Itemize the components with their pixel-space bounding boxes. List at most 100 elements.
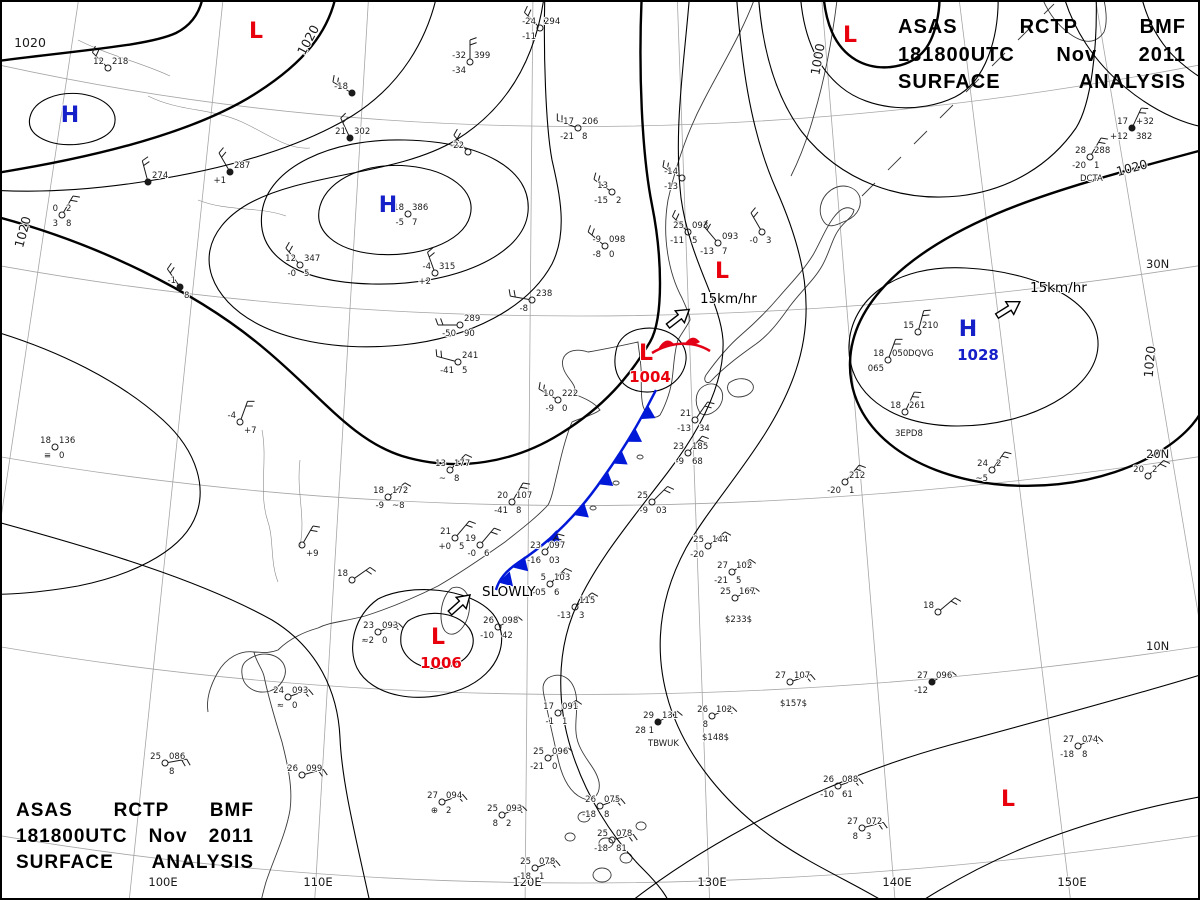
map-text: 5 bbox=[304, 269, 309, 279]
station-plot: 24 2 ~5 bbox=[974, 451, 1012, 485]
wind-barb bbox=[285, 247, 299, 264]
wind-barb bbox=[587, 231, 604, 245]
longitude-line bbox=[314, 0, 369, 900]
wind-barb bbox=[689, 435, 703, 452]
station-plot: 25 093 8 2 bbox=[486, 803, 528, 830]
station-plot: 12 347 -0 5 bbox=[284, 241, 321, 280]
ship-callsign: DQVG bbox=[908, 349, 934, 359]
map-text: -10 bbox=[820, 790, 834, 800]
map-text: 18 bbox=[923, 601, 934, 611]
map-text: 8 bbox=[604, 810, 609, 820]
map-text: 099 bbox=[306, 764, 322, 774]
wind-barb bbox=[560, 699, 577, 712]
station-plot: 274 bbox=[141, 156, 169, 186]
map-text: 23 bbox=[530, 541, 541, 551]
map-text: -21 bbox=[530, 762, 544, 772]
longitude-label: 140E bbox=[882, 875, 911, 889]
latitude-label: 10N bbox=[1146, 639, 1169, 653]
map-text: 8 bbox=[169, 767, 174, 777]
wind-barb bbox=[1080, 736, 1099, 746]
map-text: 102 bbox=[736, 561, 752, 571]
map-text: -4 bbox=[423, 262, 431, 272]
map-text: 072 bbox=[866, 817, 882, 827]
map-text: -41 bbox=[440, 366, 454, 376]
chart-header-top-right: ASAS RCTP BMF 181800UTC Nov 2011 SURFACE… bbox=[898, 14, 1186, 97]
station-plot: -24 294 -11 bbox=[521, 5, 561, 43]
map-text: -9 bbox=[676, 457, 684, 467]
high-center-symbol: H bbox=[959, 317, 977, 342]
map-text: -20 bbox=[690, 550, 704, 560]
map-text: 274 bbox=[152, 171, 168, 181]
wind-barb bbox=[510, 295, 530, 300]
map-text: -05 bbox=[532, 588, 546, 598]
map-text: 096 bbox=[936, 671, 952, 681]
map-text: 210 bbox=[922, 321, 938, 331]
map-text: 212 bbox=[849, 471, 865, 481]
map-text: ≈ bbox=[277, 701, 284, 711]
coastline-shikoku bbox=[727, 378, 754, 398]
wind-barb bbox=[840, 778, 859, 786]
coastline-honshu bbox=[704, 207, 855, 383]
movement-arrow-icon bbox=[447, 594, 472, 616]
map-text: 382 bbox=[1136, 132, 1152, 142]
ship-callsign: DCTA bbox=[1080, 174, 1103, 184]
map-text: 03 bbox=[549, 556, 560, 566]
coastline-hainan bbox=[241, 653, 286, 693]
inland-rivers bbox=[77, 39, 311, 583]
map-text: 086 bbox=[169, 752, 185, 762]
wind-barb bbox=[354, 566, 371, 579]
wind-barb bbox=[453, 134, 467, 151]
low-center-symbol: L bbox=[843, 23, 857, 48]
chart-title-type: SURFACE ANALYSIS bbox=[16, 852, 254, 874]
high-center-symbol: H bbox=[61, 103, 79, 128]
map-text: 26 bbox=[483, 616, 494, 626]
isobar bbox=[800, 0, 999, 109]
isobar bbox=[28, 92, 116, 146]
wind-barb bbox=[167, 758, 187, 763]
map-text: 90 bbox=[464, 329, 475, 339]
map-text: 25 bbox=[533, 747, 544, 757]
map-text: 23 bbox=[673, 442, 684, 452]
map-text: 27 bbox=[1063, 735, 1074, 745]
map-text: -20 bbox=[1072, 161, 1086, 171]
map-text: 8 bbox=[703, 720, 708, 730]
map-text: -8 bbox=[593, 250, 601, 260]
isobar bbox=[1141, 0, 1200, 78]
map-text: 103 bbox=[554, 573, 570, 583]
station-plot: -18 bbox=[332, 75, 356, 97]
station-plot: 23 093 ≈2 0 bbox=[360, 620, 404, 647]
latitude-line bbox=[0, 64, 1200, 127]
latitude-line bbox=[0, 456, 1200, 506]
map-text: 241 bbox=[462, 351, 478, 361]
map-text: 2 bbox=[446, 806, 451, 816]
map-text: 12 bbox=[285, 254, 296, 264]
coastline-kamchatka bbox=[1042, 0, 1107, 42]
wind-barb bbox=[389, 482, 406, 496]
map-text: 093 bbox=[692, 221, 708, 231]
wind-barb bbox=[939, 597, 956, 611]
map-text: 18 bbox=[890, 401, 901, 411]
longitude-label: 100E bbox=[148, 875, 177, 889]
map-text: 131 bbox=[662, 711, 678, 721]
station-plot: 26 075 -18 8 bbox=[581, 794, 626, 821]
station-plot: -32 399 -34 bbox=[451, 37, 491, 77]
isobar bbox=[352, 589, 503, 698]
wind-barb bbox=[993, 451, 1006, 468]
wind-barb bbox=[662, 166, 680, 177]
longitude-label: 120E bbox=[512, 875, 541, 889]
station-plot: 27 072 8 3 bbox=[846, 816, 888, 843]
map-text: 12 bbox=[93, 57, 104, 67]
station-plot: 25 078 -18 81 bbox=[593, 828, 638, 855]
map-text: 3 bbox=[579, 611, 584, 621]
map-text: +12 bbox=[1110, 132, 1128, 142]
station-plot: 18 386 -5 7 bbox=[392, 202, 429, 229]
map-text: 8 bbox=[493, 819, 498, 829]
isobar-1000 bbox=[822, 0, 941, 69]
fronts bbox=[494, 337, 711, 591]
wind-barb bbox=[696, 401, 709, 418]
wind-barb bbox=[614, 833, 634, 840]
wind-barb bbox=[451, 454, 466, 469]
station-plot: 25 078 -18 1 bbox=[516, 856, 561, 883]
map-text: -18 bbox=[582, 810, 596, 820]
